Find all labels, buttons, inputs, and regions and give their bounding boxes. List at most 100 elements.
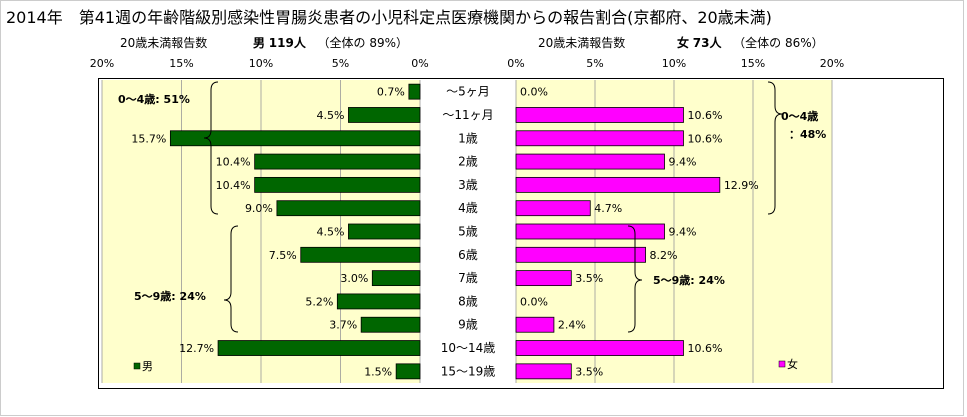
left-x-tick: 0% <box>411 57 428 70</box>
right-bars <box>515 107 721 380</box>
left-group-5-9: 5～9歳: 24% <box>134 289 206 303</box>
right-data-label: 9.4% <box>669 226 697 239</box>
left-data-label: 5.2% <box>305 295 333 308</box>
right-data-label: 12.9% <box>724 179 759 192</box>
left-data-label: 1.5% <box>364 365 392 378</box>
right-header-sex: 女 <box>676 36 689 50</box>
right-bar <box>515 107 684 123</box>
left-bar <box>348 107 421 123</box>
right-x-tick: 10% <box>662 57 686 70</box>
right-x-tick: 5% <box>586 57 603 70</box>
right-x-ticks: 0% 5% 10% 15% 20% <box>507 57 844 70</box>
left-data-label: 12.7% <box>179 342 214 355</box>
left-data-label: 4.5% <box>316 109 344 122</box>
right-brace-0-4 <box>767 81 783 215</box>
left-x-tick: 15% <box>169 57 193 70</box>
category-label: 1歳 <box>458 131 478 145</box>
left-bar <box>254 176 421 193</box>
left-legend-label: 男 <box>142 360 153 373</box>
right-legend-swatch <box>778 360 786 368</box>
left-data-labels: 0.7% 4.5% 15.7% 10.4% 10.4% 9.0% 4.5% 7.5% 3.0% 5… <box>131 86 404 379</box>
right-data-label: 3.5% <box>575 365 603 378</box>
right-legend-label: 女 <box>787 357 798 371</box>
category-label: 8歳 <box>458 294 478 308</box>
right-data-labels: 0.0% 10.6% 10.6% 9.4% 12.9% 4.7% 9.4% 8.2% 3.5% 0… <box>520 86 759 379</box>
left-bars <box>169 83 421 380</box>
left-data-label: 3.7% <box>329 319 357 332</box>
right-group-0-4: 0～4歳 <box>781 109 818 123</box>
left-bar <box>408 83 421 100</box>
left-data-label: 4.5% <box>316 226 344 239</box>
right-data-label: 0.0% <box>520 295 548 308</box>
left-data-label: 3.0% <box>340 272 368 285</box>
left-data-label: 15.7% <box>131 132 166 145</box>
right-bar <box>515 130 684 147</box>
right-data-label: 10.6% <box>687 342 722 355</box>
left-data-label: 10.4% <box>216 156 251 169</box>
right-group-0-4-share: ：48% <box>789 128 826 141</box>
left-header-text: 20歳未満報告数 <box>120 36 208 50</box>
right-x-tick: 0% <box>507 57 524 70</box>
right-header-share: 86%） <box>784 36 824 50</box>
left-bar <box>217 340 421 356</box>
category-label: ～5ヶ月 <box>446 85 490 99</box>
right-bar <box>515 223 665 240</box>
left-data-label: 7.5% <box>269 249 297 262</box>
left-bar <box>348 223 421 240</box>
right-bar <box>515 340 684 356</box>
right-data-label: 10.6% <box>687 132 722 145</box>
left-brace-5-9 <box>223 225 239 333</box>
category-label: 4歳 <box>458 201 478 215</box>
right-data-label: 0.0% <box>520 86 548 99</box>
left-bar <box>276 200 421 217</box>
left-group-0-4: 0～4歳: 51% <box>118 92 190 106</box>
left-legend-swatch <box>133 362 141 370</box>
left-x-tick: 20% <box>90 57 114 70</box>
category-label: 7歳 <box>458 271 478 285</box>
left-header-share-label: （全体の <box>317 36 366 50</box>
right-header: 20歳未満報告数 女 73人 （全体の 86%） <box>538 34 824 51</box>
left-bar <box>360 316 421 333</box>
left-data-label: 10.4% <box>216 179 251 192</box>
category-label: 10～14歳 <box>441 341 496 355</box>
right-bar <box>515 153 665 170</box>
left-bar <box>371 270 421 287</box>
right-data-label: 3.5% <box>575 272 603 285</box>
left-plot-panel: 0.7% 4.5% 15.7% 10.4% 10.4% 9.0% 4.5% 7.5% 3.0% 5… <box>90 57 429 383</box>
right-bar <box>515 270 572 287</box>
right-bar <box>515 246 646 263</box>
right-x-tick: 20% <box>820 57 844 70</box>
left-data-label: 0.7% <box>377 86 405 99</box>
right-bar <box>515 176 721 193</box>
right-x-tick: 15% <box>741 57 765 70</box>
left-x-tick: 5% <box>332 57 349 70</box>
right-data-label: 9.4% <box>669 156 697 169</box>
category-label: ～11ヶ月 <box>442 108 493 122</box>
right-header-share-label: （全体の <box>733 36 782 50</box>
right-group-5-9: 5～9歳: 24% <box>653 273 725 287</box>
left-header: 20歳未満報告数 男 119人 （全体の 89%） <box>120 34 408 51</box>
left-bar <box>254 153 421 170</box>
right-brace-5-9 <box>627 225 643 333</box>
inner-frame <box>98 78 944 389</box>
right-data-label: 10.6% <box>687 109 722 122</box>
chart-title: 2014年 第41週の年齢階級別感染性胃腸炎患者の小児科定点医療機関からの報告割… <box>6 8 772 27</box>
category-label: 6歳 <box>458 248 478 262</box>
left-bar <box>336 293 421 310</box>
left-x-ticks: 0% 5% 10% 15% 20% <box>90 57 429 70</box>
right-header-count: 73人 <box>692 36 722 50</box>
category-label: 2歳 <box>458 155 478 169</box>
left-x-tick: 10% <box>249 57 273 70</box>
right-plot-panel: 0.0% 10.6% 10.6% 9.4% 12.9% 4.7% 9.4% 8.2% 3.5% 0… <box>507 57 844 383</box>
left-bar <box>300 246 421 263</box>
category-label: 5歳 <box>458 225 478 239</box>
category-label: 3歳 <box>458 178 478 192</box>
right-data-label: 4.7% <box>594 202 622 215</box>
right-data-label: 8.2% <box>650 249 678 262</box>
right-header-text: 20歳未満報告数 <box>538 36 626 50</box>
right-data-label: 2.4% <box>558 319 586 332</box>
left-header-count: 119人 <box>268 36 306 50</box>
left-header-sex: 男 <box>252 36 265 50</box>
